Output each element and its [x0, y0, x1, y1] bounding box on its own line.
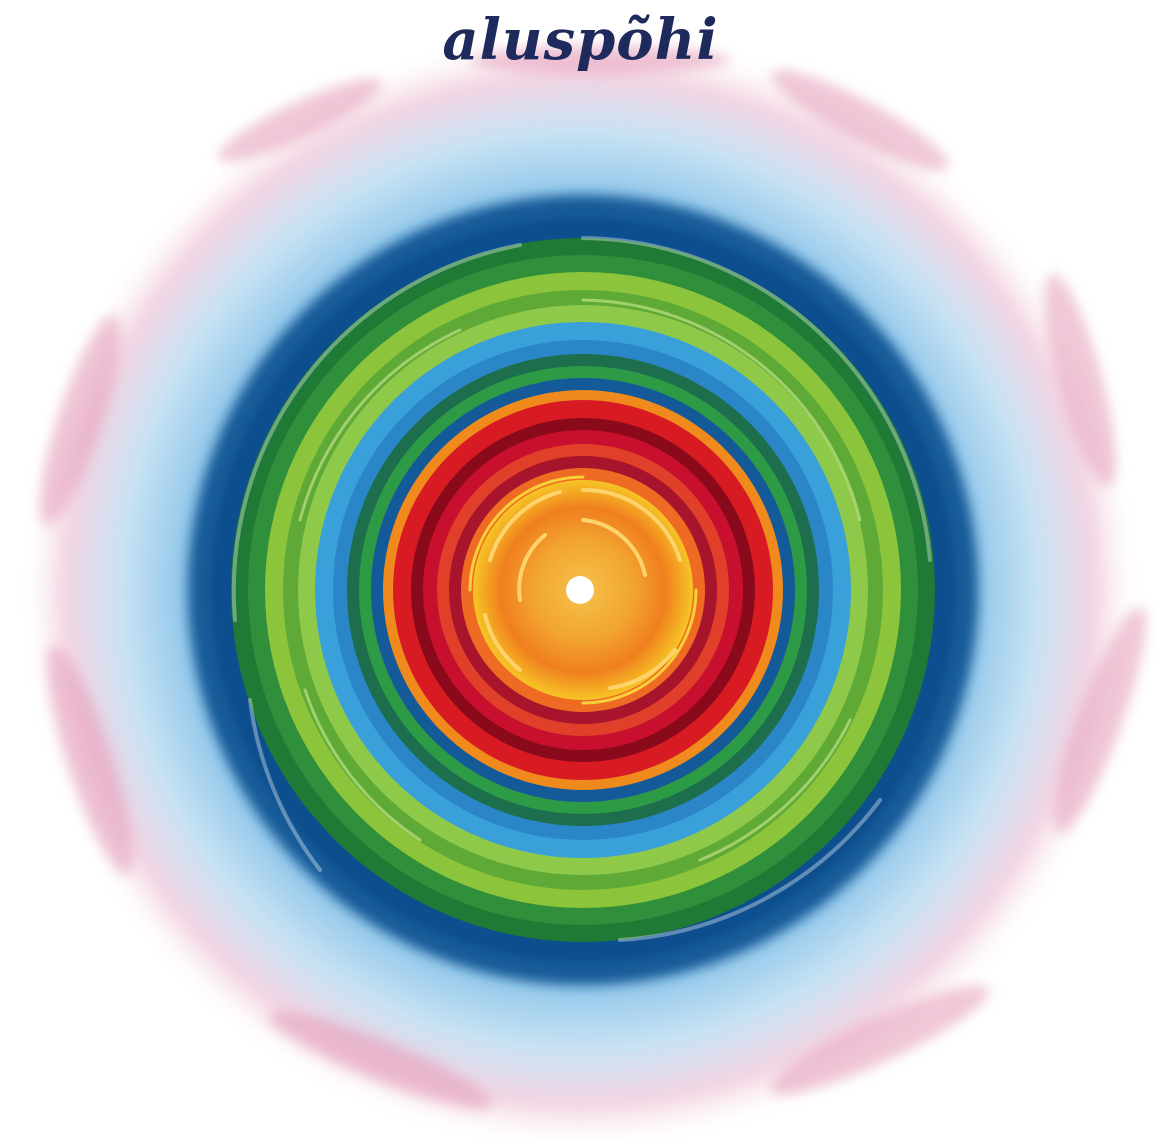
swirl-strokes — [231, 236, 932, 942]
pink-streaks — [40, 46, 1146, 1109]
center-hole — [566, 576, 594, 604]
page-title: aluspõhi — [442, 7, 719, 73]
